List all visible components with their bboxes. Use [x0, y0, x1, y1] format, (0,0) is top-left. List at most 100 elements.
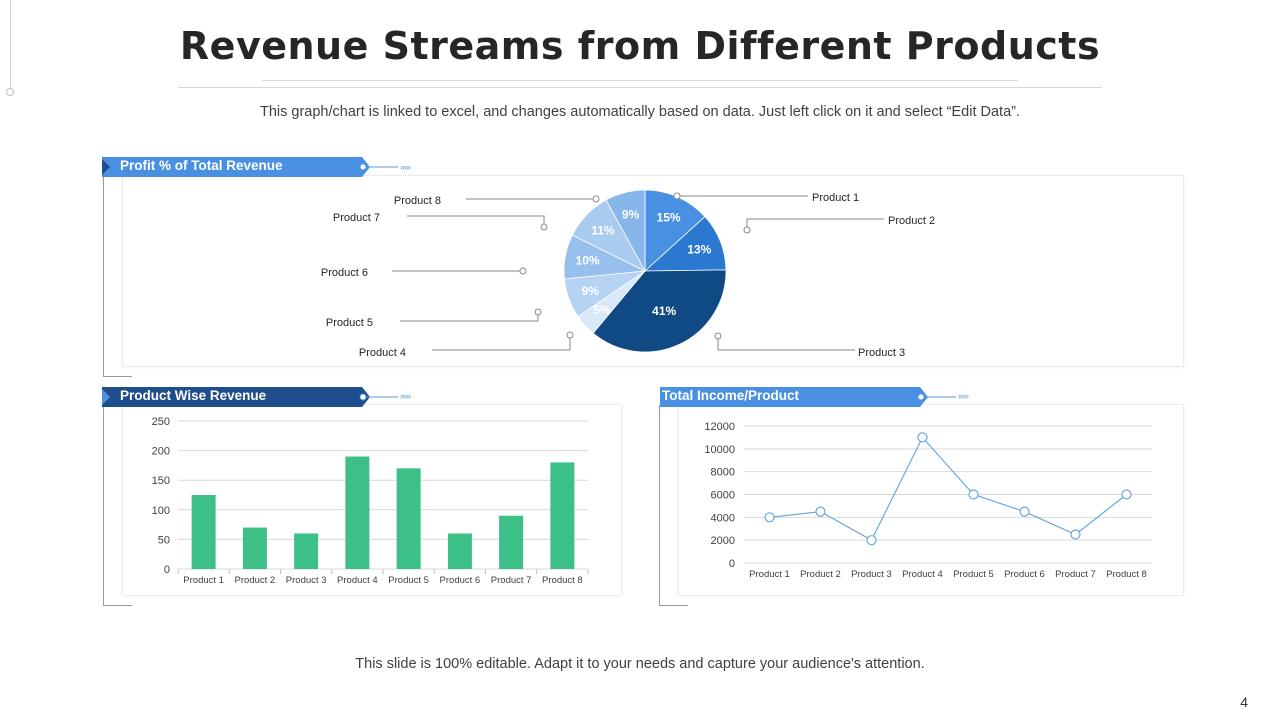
pie-value-label: 10%	[576, 254, 600, 268]
pie-value-label: 9%	[622, 208, 640, 222]
pie-banner-arrows: ›››››	[400, 162, 411, 172]
title-divider-short	[262, 80, 1018, 81]
title-divider	[178, 87, 1102, 88]
line-point-1	[764, 512, 775, 523]
line-x-tick-label: Product 3	[851, 569, 892, 580]
line-y-tick-label: 12000	[704, 421, 735, 433]
bar-y-tick-label: 150	[152, 475, 170, 487]
line-y-tick-label: 0	[729, 558, 735, 570]
line-chart[interactable]: 12000 10000 8000 6000 4000 2000 0 Product 1 Prod…	[678, 404, 1182, 594]
bar-y-tick-label: 100	[152, 505, 170, 517]
pie-leader-dot	[592, 195, 600, 203]
line-y-tick-label: 6000	[711, 490, 735, 502]
pie-leader-line	[400, 312, 539, 322]
banner-connector-dot	[359, 163, 367, 171]
line-panel-title: Total Income/Product	[662, 388, 800, 403]
line-point-4	[917, 432, 928, 443]
pie-leader-line	[717, 336, 855, 351]
bar-3	[294, 533, 319, 569]
bar-x-tick-label: Product 6	[440, 575, 481, 586]
line-point-3	[866, 535, 877, 546]
line-chart-panel[interactable]	[678, 404, 1184, 596]
line-y-tick-label: 4000	[711, 512, 735, 524]
pie-panel-title: Profit % of Total Revenue	[120, 158, 283, 173]
pie-value-label: 11%	[591, 224, 615, 238]
line-x-tick-label: Product 5	[953, 569, 994, 580]
bar-x-tick-label: Product 3	[286, 575, 327, 586]
bar-2	[242, 527, 267, 569]
pie-slice-3	[592, 269, 727, 353]
pie-chart[interactable]: 15% 13% 41% 5% 9% 10% 11% 9% Product 1 Product 2 P…	[0, 0, 1280, 400]
pie-leader-dot	[534, 308, 542, 316]
banner-shape	[660, 387, 928, 407]
line-x-tick-label: Product 1	[749, 569, 790, 580]
pie-category-label: Product 2	[888, 215, 935, 227]
bar-y-tick-label: 0	[164, 564, 170, 576]
pie-banner	[102, 157, 398, 177]
pie-category-label: Product 6	[321, 267, 368, 279]
line-point-8	[1121, 489, 1132, 500]
line-x-tick-label: Product 2	[800, 569, 841, 580]
banner-notch	[102, 389, 110, 405]
line-point-7	[1070, 529, 1081, 540]
bar-y-tick-label: 200	[152, 446, 170, 458]
line-series	[769, 436, 1127, 542]
line-point-6	[1019, 506, 1030, 517]
bar-panel-bracket	[103, 405, 132, 606]
decorative-line	[10, 0, 11, 88]
bar-5	[396, 468, 421, 569]
pie-leader-dot	[519, 267, 527, 275]
pie-leader-dot	[566, 331, 574, 339]
line-y-tick-label: 8000	[711, 467, 735, 479]
line-y-tick-label: 10000	[704, 444, 735, 456]
pie-value-label: 5%	[593, 303, 611, 317]
line-point-2	[815, 506, 826, 517]
bar-4	[345, 456, 370, 569]
pie-value-label: 9%	[582, 284, 600, 298]
line-x-tick-label: Product 6	[1004, 569, 1045, 580]
pie-category-label: Product 4	[359, 347, 406, 359]
pie-category-label: Product 1	[812, 192, 859, 204]
line-banner	[660, 387, 956, 407]
bar-1	[191, 495, 216, 569]
pie-category-label: Product 5	[326, 317, 373, 329]
pie-value-label: 15%	[657, 211, 681, 225]
bar-x-tick-label: Product 5	[388, 575, 429, 586]
bar-x-tick-label: Product 1	[183, 575, 224, 586]
bar-banner-arrows: ›››››	[400, 391, 411, 401]
banner-shape	[102, 157, 370, 177]
bar-6	[447, 533, 472, 569]
bar-y-tick-label: 250	[152, 416, 170, 428]
pie-category-label: Product 7	[333, 212, 380, 224]
pie-slice-8	[605, 189, 646, 272]
line-x-tick-label: Product 8	[1106, 569, 1147, 580]
pie-value-label: 13%	[687, 243, 711, 257]
line-y-tick-label: 2000	[711, 535, 735, 547]
pie-leader-dot	[743, 226, 751, 234]
line-panel-bracket	[659, 405, 688, 606]
bar-x-tick-label: Product 4	[337, 575, 378, 586]
pie-leader-dot	[714, 332, 722, 340]
bar-chart[interactable]: 250 200 150 100 50 0 Product 1 Product 2 Product…	[122, 404, 620, 594]
bar-x-tick-label: Product 7	[491, 575, 532, 586]
pie-leader-dot	[540, 223, 548, 231]
bar-7	[499, 515, 524, 569]
bar-x-tick-label: Product 2	[235, 575, 276, 586]
bar-y-tick-label: 50	[158, 534, 170, 546]
bar-banner	[102, 387, 398, 407]
pie-leader-dot	[673, 192, 681, 200]
pie-category-label: Product 8	[394, 195, 441, 207]
line-x-tick-label: Product 4	[902, 569, 943, 580]
banner-notch	[102, 159, 110, 175]
bar-panel-title: Product Wise Revenue	[120, 388, 267, 403]
pie-category-label: Product 3	[858, 347, 905, 359]
pie-leader-line	[407, 215, 545, 227]
line-banner-arrows: ›››››	[958, 391, 969, 401]
pie-value-label: 41%	[652, 304, 676, 318]
page-title: Revenue Streams from Different Products	[179, 24, 1101, 68]
line-point-5	[968, 489, 979, 500]
decorative-dot	[6, 88, 14, 96]
line-x-tick-label: Product 7	[1055, 569, 1096, 580]
bar-8	[550, 462, 575, 569]
footer-note: This slide is 100% editable. Adapt it to…	[355, 656, 925, 672]
